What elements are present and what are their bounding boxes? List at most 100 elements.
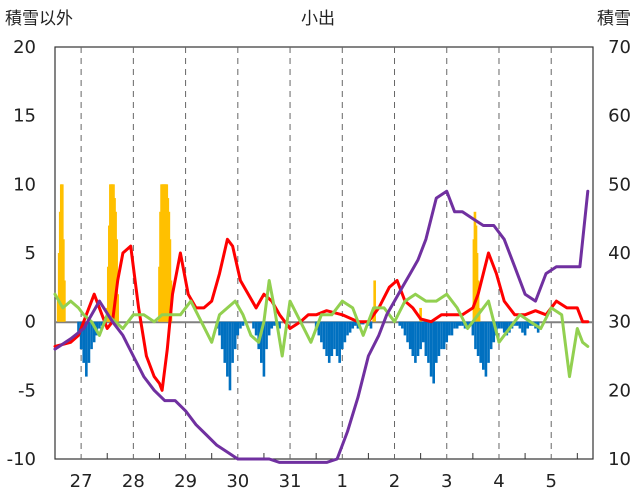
precip-negative-bars-bar (260, 321, 263, 363)
plot-area (54, 46, 594, 460)
precip-negative-bars-bar (220, 321, 224, 350)
precip-negative-bars-bar (434, 321, 438, 363)
precip-negative-bars-bar (262, 321, 266, 377)
x-tick-label: 31 (279, 471, 302, 492)
series-line-1 (53, 237, 590, 392)
x-tick-label: 5 (545, 471, 556, 492)
precip-negative-bars-bar (325, 321, 328, 356)
precip-negative-bars-bar (411, 321, 415, 356)
left-tick-label: 15 (13, 106, 36, 127)
right-tick-label: 50 (608, 174, 631, 195)
precip-negative-bars-bar (523, 321, 527, 336)
precip-negative-bars-bar (77, 321, 80, 336)
precip-negative-bars-bar (320, 321, 323, 343)
precip-negative-bars-bar (432, 321, 435, 384)
precip-negative-bars-bar (466, 321, 469, 329)
precip-negative-bars-bar (265, 321, 268, 350)
precip-negative-bars-bar (529, 321, 532, 326)
precip-negative-bars-bar (414, 321, 417, 363)
precip-negative-bars-bar (87, 321, 91, 363)
precip-negative-bars-bar (278, 321, 281, 329)
precip-negative-bars-bar (474, 321, 477, 350)
precip-negative-bars-bar (257, 321, 261, 350)
snowfall-bars-bar (116, 294, 119, 322)
precip-negative-bars-bar (267, 321, 271, 336)
precip-negative-bars-bar (505, 321, 509, 336)
x-tick-label: 28 (122, 471, 145, 492)
x-tick-label: 2 (389, 471, 400, 492)
precip-negative-bars-bar (455, 321, 459, 329)
precip-negative-bars-bar (403, 321, 407, 336)
precip-negative-bars-bar (317, 321, 321, 336)
bar-series (56, 184, 540, 391)
precip-negative-bars-bar (471, 321, 475, 336)
precip-negative-bars-bar (484, 321, 488, 377)
precip-negative-bars-bar (239, 321, 242, 329)
left-tick-label: -10 (7, 449, 36, 470)
precip-negative-bars-bar (489, 321, 493, 350)
precip-negative-bars-bar (440, 321, 443, 350)
precip-negative-bars-bar (228, 321, 232, 391)
chart-title: 小出 (301, 9, 335, 29)
precip-negative-bars-bar (82, 321, 86, 363)
precip-negative-bars-bar (351, 321, 355, 329)
left-axis-label: 積雪以外 (5, 9, 73, 29)
precip-negative-bars-bar (427, 321, 430, 363)
precip-negative-bars-bar (79, 321, 83, 350)
right-axis-ticks: 70 60 50 40 30 20 10 (608, 37, 631, 470)
right-tick-label: 40 (608, 243, 631, 264)
left-tick-label: 20 (13, 37, 36, 58)
snowfall-bars-bar (476, 280, 480, 322)
snowfall-bars-bar (373, 280, 376, 322)
precip-negative-bars-bar (330, 321, 334, 356)
x-axis-ticks: 27 28 29 30 31 1 2 3 4 5 (70, 471, 557, 492)
precip-negative-bars-bar (518, 321, 522, 329)
grid-lines (80, 47, 578, 459)
precip-negative-bars-bar (408, 321, 412, 350)
precip-negative-bars-bar (479, 321, 483, 363)
precip-negative-bars-bar (223, 321, 227, 363)
precip-negative-bars-bar (348, 321, 352, 333)
snowfall-bars-bar (63, 280, 66, 322)
precip-negative-bars-bar (421, 321, 425, 343)
precip-negative-bars-bar (419, 321, 422, 350)
precip-negative-bars-bar (231, 321, 234, 363)
x-tick-label: 30 (226, 471, 249, 492)
precip-negative-bars-bar (476, 321, 480, 356)
precip-negative-bars-bar (442, 321, 446, 350)
x-tick-label: 3 (441, 471, 452, 492)
left-tick-label: -5 (18, 380, 36, 401)
precip-negative-bars-bar (98, 321, 101, 329)
precip-negative-bars-bar (327, 321, 331, 363)
precip-negative-bars-bar (343, 321, 347, 343)
precip-negative-bars-bar (515, 321, 519, 326)
precip-negative-bars-bar (453, 321, 456, 329)
precip-negative-bars-bar (233, 321, 237, 350)
precip-negative-bars-bar (100, 321, 104, 326)
precip-negative-bars-bar (85, 321, 88, 377)
x-tick-label: 29 (174, 471, 197, 492)
precip-negative-bars-bar (236, 321, 240, 336)
precip-negative-bars-bar (437, 321, 441, 356)
precip-negative-bars-bar (401, 321, 404, 329)
precip-negative-bars-bar (92, 321, 96, 343)
precip-negative-bars-bar (461, 321, 464, 326)
precip-negative-bars-bar (482, 321, 485, 370)
right-tick-label: 20 (608, 380, 631, 401)
precip-negative-bars-bar (354, 321, 357, 326)
precip-negative-bars-bar (346, 321, 349, 336)
x-tick-label: 1 (337, 471, 348, 492)
snowfall-bars-bar (419, 307, 422, 322)
precip-negative-bars-bar (241, 321, 245, 326)
precip-negative-bars-bar (429, 321, 433, 377)
line-series (53, 189, 590, 464)
precip-negative-bars-bar (254, 321, 258, 336)
precip-negative-bars-bar (270, 321, 274, 329)
precip-negative-bars-bar (333, 321, 336, 350)
precip-negative-bars-bar (218, 321, 221, 336)
right-tick-label: 30 (608, 312, 631, 333)
precip-negative-bars-bar (450, 321, 454, 336)
precip-negative-bars-bar (398, 321, 402, 326)
precip-negative-bars-bar (273, 321, 276, 326)
